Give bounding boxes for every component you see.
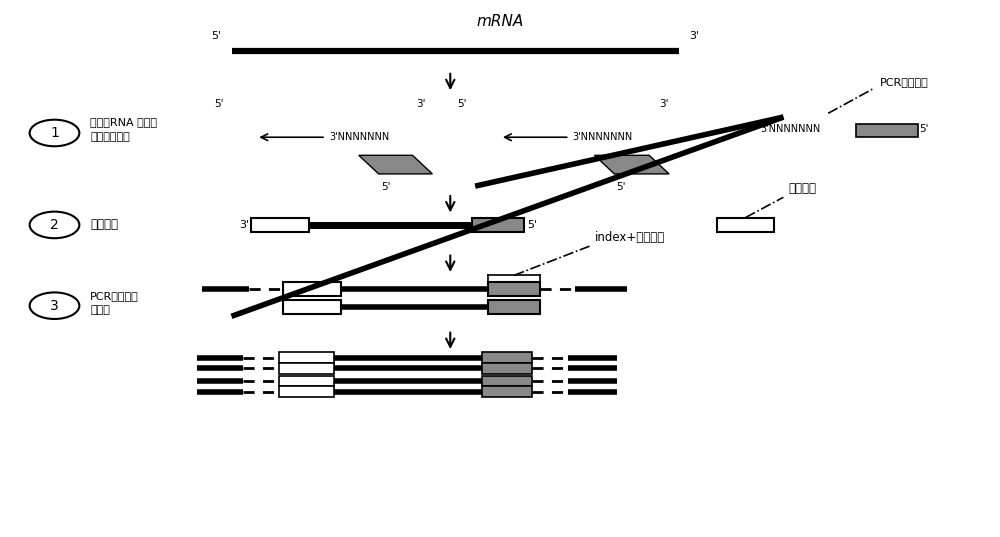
Bar	[283, 282, 341, 295]
Bar	[279, 363, 334, 374]
Text: 3: 3	[50, 299, 59, 313]
Text: 3'NNNNNNN: 3'NNNNNNN	[329, 132, 389, 142]
Bar	[279, 352, 334, 363]
Text: 3'NNNNNNN: 3'NNNNNNN	[573, 132, 633, 142]
Polygon shape	[594, 155, 669, 174]
Bar	[283, 300, 341, 314]
Text: 3': 3'	[659, 98, 669, 108]
Text: PCR引物位点: PCR引物位点	[880, 77, 929, 87]
Bar	[717, 218, 774, 232]
Bar	[279, 376, 334, 387]
Text: 1: 1	[50, 126, 59, 140]
Text: 3': 3'	[239, 220, 249, 230]
Text: mRNA: mRNA	[476, 14, 524, 29]
Text: 接头连接: 接头连接	[90, 219, 118, 231]
Bar	[472, 218, 524, 232]
Text: 3'NNNNNNN: 3'NNNNNNN	[761, 124, 821, 134]
Polygon shape	[359, 155, 432, 174]
Bar	[856, 124, 918, 137]
Text: 5': 5'	[214, 98, 223, 108]
Bar	[251, 218, 309, 232]
Text: 5': 5'	[920, 124, 929, 134]
Text: index+测序位点: index+测序位点	[594, 231, 665, 244]
Bar	[482, 352, 532, 363]
Text: 2: 2	[50, 218, 59, 232]
Text: 3': 3'	[689, 31, 699, 41]
Text: 5': 5'	[457, 98, 467, 108]
Text: PCR扩增和纯
化文库: PCR扩增和纯 化文库	[90, 291, 139, 315]
Bar	[482, 387, 532, 397]
Text: 一步法RNA 片段化
及逆转录反应: 一步法RNA 片段化 及逆转录反应	[90, 117, 157, 142]
Bar	[482, 376, 532, 387]
Text: 5': 5'	[527, 220, 537, 230]
Text: 5': 5'	[381, 182, 390, 192]
Bar	[488, 300, 540, 314]
Text: 5': 5'	[617, 182, 626, 192]
Bar	[488, 282, 540, 295]
Bar	[279, 387, 334, 397]
Text: 单链接头: 单链接头	[788, 182, 816, 195]
Text: 5': 5'	[212, 31, 222, 41]
Text: 3': 3'	[416, 98, 425, 108]
Bar	[482, 363, 532, 374]
